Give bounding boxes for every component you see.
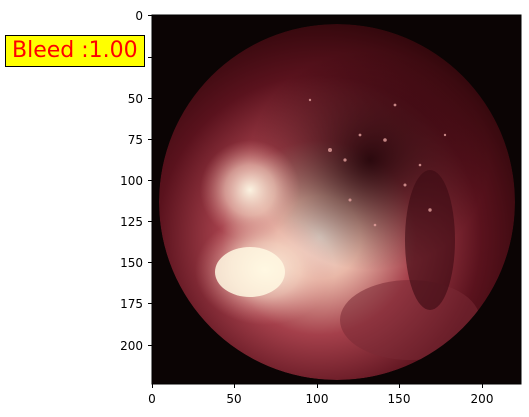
y-axis: [148, 15, 152, 346]
y-tick-label: 75: [128, 133, 143, 147]
x-tick-label: 200: [471, 392, 494, 406]
x-tick-label: 0: [148, 392, 156, 406]
bleed-score-badge: Bleed :1.00: [5, 35, 145, 67]
axes-frame: [151, 14, 522, 385]
x-tick-label: 150: [388, 392, 411, 406]
y-tick-label: 100: [120, 174, 143, 188]
y-tick-label: 125: [120, 215, 143, 229]
bleed-score-label: Bleed :1.00: [12, 38, 138, 63]
y-tick-label: 175: [120, 297, 143, 311]
y-tick-label: 50: [128, 92, 143, 106]
y-tick-label: 150: [120, 256, 143, 270]
x-tick-label: 100: [306, 392, 329, 406]
x-tick-label: 50: [226, 392, 241, 406]
y-tick-label: 200: [120, 339, 143, 353]
endoscopy-image: [159, 24, 515, 380]
y-tick-label: 0: [135, 9, 143, 23]
x-axis: [152, 384, 483, 388]
